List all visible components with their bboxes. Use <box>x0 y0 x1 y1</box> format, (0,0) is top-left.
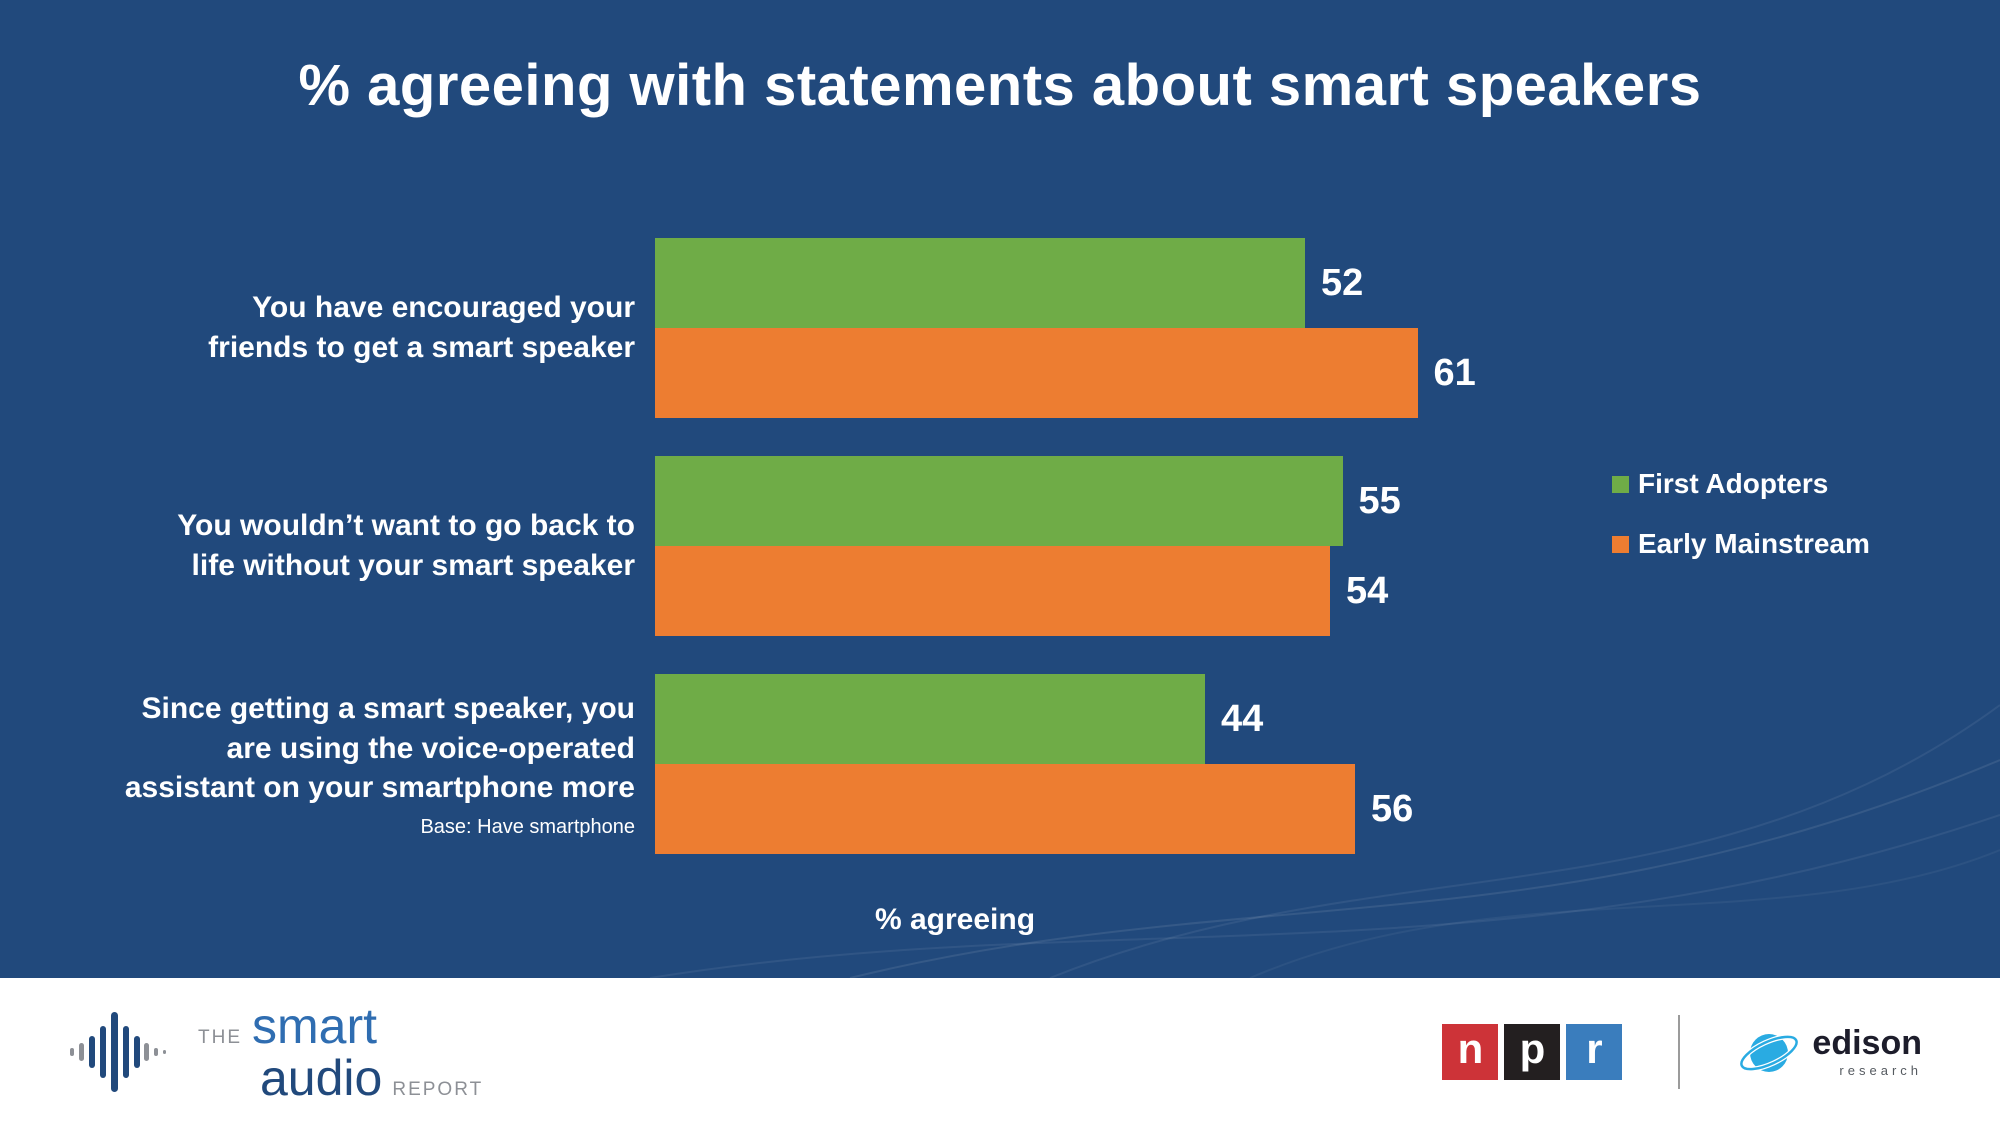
legend-label: Early Mainstream <box>1638 528 1870 559</box>
audio-waveform-icon <box>70 1011 166 1092</box>
bar-early-mainstream <box>655 764 1355 854</box>
bar-line: 61 <box>655 328 1530 418</box>
bar-line: 54 <box>655 546 1530 636</box>
logo-audio: audio <box>260 1049 383 1106</box>
bar-first-adopters <box>655 456 1343 546</box>
category-note: Base: Have smartphone <box>420 815 635 838</box>
bar-first-adopters <box>655 674 1205 764</box>
category-label: You wouldn’t want to go back to life wit… <box>90 506 635 585</box>
chart-legend: First Adopters Early Mainstream <box>1612 468 1870 560</box>
bar-value: 55 <box>1358 479 1401 522</box>
bar-value: 52 <box>1321 261 1364 304</box>
npr-logo: n p r <box>1442 1023 1623 1080</box>
smart-audio-report-wordmark: THE smart audio REPORT <box>198 1001 483 1103</box>
chart-panel: % agreeing with statements about smart s… <box>0 0 2000 978</box>
bar-value: 61 <box>1433 351 1476 394</box>
edison-globe-icon <box>1739 1033 1800 1072</box>
bar-value: 54 <box>1346 569 1389 612</box>
footer: THE smart audio REPORT n p r <box>0 978 2000 1125</box>
bar-early-mainstream <box>655 546 1330 636</box>
bar-line: 56 <box>655 764 1530 854</box>
edison-name: edison <box>1812 1023 1922 1062</box>
bar-group: 55 54 <box>655 456 1530 636</box>
bar-chart: You have encouraged your friends to get … <box>90 238 1530 854</box>
legend-swatch <box>1612 475 1629 493</box>
category-label-text: You wouldn’t want to go back to life wit… <box>177 509 635 582</box>
smart-audio-report-logo: THE smart audio REPORT <box>70 1001 483 1103</box>
edison-wordmark: edison research <box>1812 1026 1922 1078</box>
logo-the: THE <box>198 1026 242 1048</box>
chart-row: You wouldn’t want to go back to life wit… <box>90 456 1530 636</box>
x-axis-label: % agreeing <box>874 903 1036 936</box>
bar-value: 44 <box>1221 697 1264 740</box>
npr-box-n: n <box>1442 1023 1499 1080</box>
chart-row: Since getting a smart speaker, you are u… <box>90 674 1530 854</box>
chart-row: You have encouraged your friends to get … <box>90 238 1530 418</box>
logo-report: REPORT <box>392 1078 484 1100</box>
category-label: Since getting a smart speaker, you are u… <box>90 689 635 839</box>
legend-item: Early Mainstream <box>1612 528 1870 560</box>
logo-smart: smart <box>252 997 377 1054</box>
chart-title: % agreeing with statements about smart s… <box>298 53 1702 118</box>
legend-label: First Adopters <box>1638 468 1829 499</box>
bar-group: 52 61 <box>655 238 1530 418</box>
edison-research-logo: edison research <box>1736 1019 1922 1085</box>
category-label-text: Since getting a smart speaker, you are u… <box>124 692 635 805</box>
npr-box-r: r <box>1566 1023 1623 1080</box>
bar-early-mainstream <box>655 328 1418 418</box>
category-label: You have encouraged your friends to get … <box>90 288 635 367</box>
bar-line: 55 <box>655 456 1530 546</box>
bar-value: 56 <box>1371 787 1414 830</box>
npr-box-p: p <box>1504 1023 1561 1080</box>
bar-first-adopters <box>655 238 1305 328</box>
footer-right: n p r edison research <box>1442 1014 1922 1089</box>
bar-group: 44 56 <box>655 674 1530 854</box>
bar-line: 44 <box>655 674 1530 764</box>
legend-swatch <box>1612 535 1629 553</box>
footer-divider <box>1678 1014 1681 1089</box>
legend-item: First Adopters <box>1612 468 1870 500</box>
bar-line: 52 <box>655 238 1530 328</box>
category-label-text: You have encouraged your friends to get … <box>208 291 635 364</box>
edison-sub: research <box>1839 1062 1922 1078</box>
